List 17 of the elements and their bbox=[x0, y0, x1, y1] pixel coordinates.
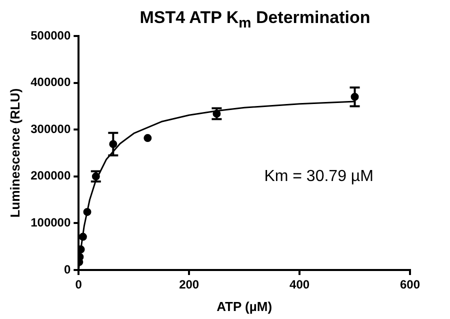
point bbox=[78, 232, 87, 241]
y-axis-title: Luminescence (RLU) bbox=[7, 88, 22, 218]
annotation: Km = 30.79 µM bbox=[264, 168, 374, 185]
point bbox=[83, 208, 92, 216]
x-tick-label: 600 bbox=[400, 278, 420, 292]
y-tick-label: 500000 bbox=[30, 28, 71, 42]
y-tick-label: 100000 bbox=[30, 216, 71, 230]
x-axis-title: ATP (µM) bbox=[216, 298, 272, 314]
x-tick-label: 0 bbox=[75, 278, 82, 292]
chart-title: MST4 ATP K$_{m}$ Determination bbox=[140, 8, 370, 32]
y-tick-label: 0 bbox=[64, 262, 71, 276]
x-tick-label: 400 bbox=[290, 278, 310, 292]
point bbox=[144, 134, 152, 142]
y-tick-label: 200000 bbox=[30, 168, 71, 183]
y-tick-label: 300000 bbox=[30, 122, 71, 136]
x-tick-label: 200 bbox=[179, 278, 200, 292]
y-tick-label: 400000 bbox=[30, 75, 71, 90]
